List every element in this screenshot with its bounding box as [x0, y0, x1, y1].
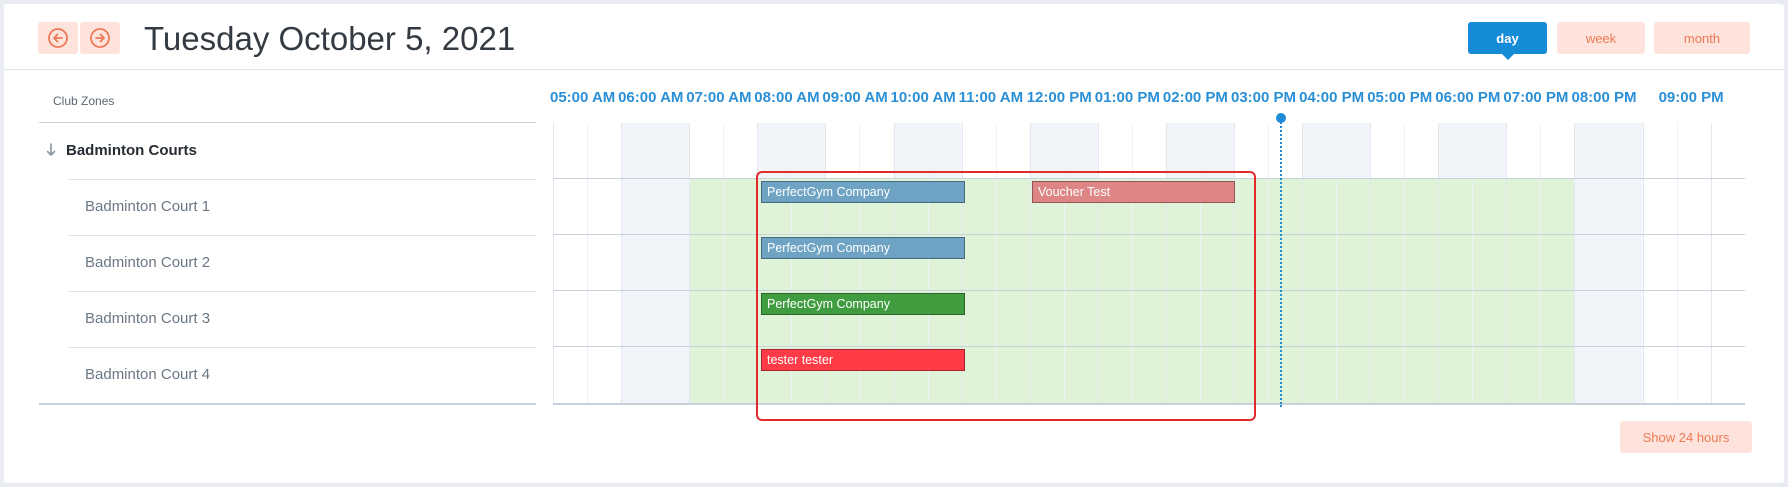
booking-event[interactable]: PerfectGym Company	[761, 181, 965, 203]
booking-event[interactable]: tester tester	[761, 349, 965, 371]
calendar-header: Tuesday October 5, 2021 day week month	[4, 4, 1784, 70]
arrow-left-circle-icon	[48, 28, 68, 48]
hour-label: 01:00 PM	[1094, 89, 1160, 106]
group-label: Badminton Courts	[66, 142, 197, 159]
highlight-box	[756, 171, 1256, 421]
hour-label: 10:00 AM	[890, 89, 956, 106]
divider	[69, 235, 536, 236]
hour-label: 12:00 PM	[1026, 89, 1092, 106]
divider	[69, 347, 536, 348]
arrow-down-icon[interactable]	[46, 143, 56, 160]
court-label: Badminton Court 3	[85, 310, 211, 327]
hour-label: 06:00 AM	[618, 89, 684, 106]
show-24-hours-button[interactable]: Show 24 hours	[1620, 421, 1752, 453]
hour-label: 02:00 PM	[1162, 89, 1228, 106]
page-title: Tuesday October 5, 2021	[144, 20, 516, 57]
hour-label: 05:00 AM	[550, 89, 616, 106]
divider	[69, 179, 536, 180]
divider	[553, 403, 1745, 405]
booking-event[interactable]: PerfectGym Company	[761, 293, 965, 315]
timeline-hour-labels: 05:00 AM 06:00 AM 07:00 AM 08:00 AM 09:00 AM…	[550, 89, 1788, 111]
booking-event[interactable]: PerfectGym Company	[761, 237, 965, 259]
hour-label: 04:00 PM	[1299, 89, 1365, 106]
court-row-3: Badminton Court 3	[4, 291, 536, 347]
court-row-2: Badminton Court 2	[4, 235, 536, 291]
hour-label: 05:00 PM	[1367, 89, 1433, 106]
view-week-button[interactable]: week	[1557, 22, 1645, 54]
hour-label: 06:00 PM	[1435, 89, 1501, 106]
court-row-4: Badminton Court 4	[4, 347, 536, 403]
booking-event[interactable]: Voucher Test	[1032, 181, 1235, 203]
hour-label: 09:00 AM	[822, 89, 888, 106]
hour-label: 11:00 AM	[958, 89, 1024, 106]
current-time-line	[1280, 119, 1282, 407]
hour-label: 09:00 PM	[1658, 89, 1724, 106]
court-label: Badminton Court 1	[85, 198, 211, 215]
hour-label: 03:00 PM	[1231, 89, 1297, 106]
hour-label: 08:00 PM	[1571, 89, 1637, 106]
hour-label: 07:00 PM	[1503, 89, 1569, 106]
next-day-button[interactable]	[80, 22, 120, 54]
divider	[69, 291, 536, 292]
hour-label: 08:00 AM	[754, 89, 820, 106]
previous-day-button[interactable]	[38, 22, 78, 54]
court-label: Badminton Court 2	[85, 254, 211, 271]
divider	[39, 122, 536, 123]
current-time-dot	[1276, 113, 1286, 123]
club-zones-label: Club Zones	[53, 94, 115, 108]
divider	[39, 403, 536, 405]
court-label: Badminton Court 4	[85, 366, 211, 383]
group-row-badminton-courts[interactable]: Badminton Courts	[4, 123, 536, 179]
arrow-right-circle-icon	[90, 28, 110, 48]
view-month-button[interactable]: month	[1654, 22, 1750, 54]
view-day-button[interactable]: day	[1468, 22, 1547, 60]
shaded-hour-column	[1574, 123, 1643, 405]
hour-label: 07:00 AM	[686, 89, 752, 106]
court-row-1: Badminton Court 1	[4, 179, 536, 235]
calendar-panel: Tuesday October 5, 2021 day week month C…	[4, 4, 1784, 483]
